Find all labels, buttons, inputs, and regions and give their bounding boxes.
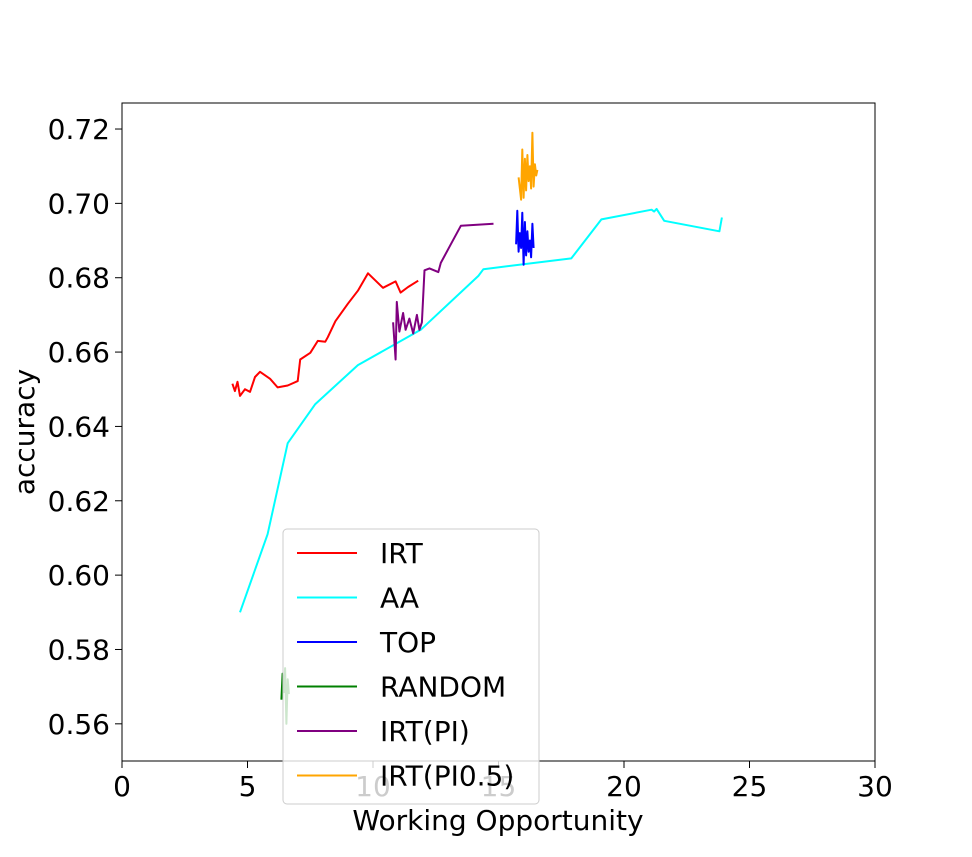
series-line-4 — [392, 222, 494, 361]
series-line-5 — [517, 131, 539, 201]
legend: IRT AA TOP RANDOM IRT(PI) IRT(PI0.5) — [282, 528, 540, 805]
y-tick-label: 0.68 — [48, 262, 110, 295]
legend-label-2: TOP — [379, 626, 436, 659]
y-axis-ticks: 0.56 0.58 0.60 0.62 0.64 0.66 0.68 0.70 0.72 — [48, 113, 122, 741]
x-tick-label: 5 — [239, 770, 257, 803]
legend-label-3: RANDOM — [380, 671, 506, 704]
x-axis-label: Working Opportunity — [352, 804, 643, 837]
y-axis-label: accuracy — [8, 369, 41, 495]
y-tick-label: 0.66 — [48, 336, 110, 369]
legend-label-1: AA — [380, 582, 419, 615]
legend-label-4: IRT(PI) — [380, 715, 470, 748]
x-tick-label: 30 — [857, 770, 893, 803]
legend-label-5: IRT(PI0.5) — [380, 760, 514, 793]
y-tick-label: 0.62 — [48, 485, 110, 518]
y-tick-label: 0.56 — [48, 708, 110, 741]
y-tick-label: 0.72 — [48, 113, 110, 146]
x-tick-label: 0 — [113, 770, 131, 803]
series-line-1 — [239, 207, 723, 613]
x-tick-label: 20 — [606, 770, 642, 803]
series-line-2 — [515, 209, 535, 266]
y-tick-label: 0.58 — [48, 633, 110, 666]
y-tick-label: 0.64 — [48, 410, 110, 443]
y-tick-label: 0.70 — [48, 187, 110, 220]
y-tick-label: 0.60 — [48, 559, 110, 592]
x-tick-label: 25 — [732, 770, 768, 803]
legend-label-0: IRT — [380, 537, 424, 570]
series-line-0 — [231, 272, 419, 397]
